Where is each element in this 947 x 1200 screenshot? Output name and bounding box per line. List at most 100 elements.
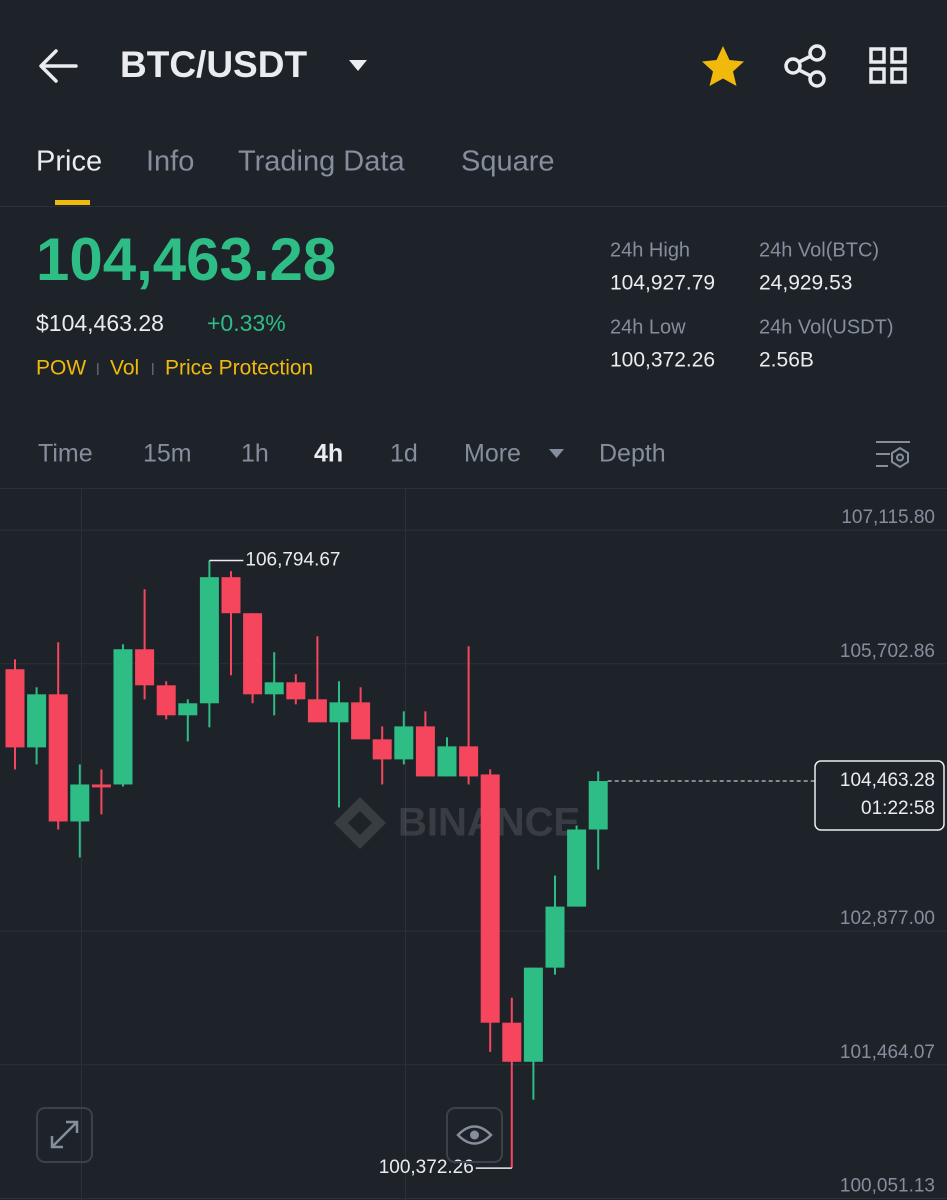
tab-active[interactable]: Price: [36, 146, 102, 178]
y-tick-label: 105,702.86: [840, 641, 935, 662]
last-price: 104,463.28: [36, 226, 336, 293]
layout-button[interactable]: [869, 47, 907, 84]
settings-dot[interactable]: [896, 453, 904, 462]
candle-body: [459, 746, 479, 777]
candle-body: [70, 784, 90, 822]
candle-body: [113, 649, 133, 785]
interval[interactable]: 1h: [241, 440, 269, 468]
candle-body: [545, 906, 565, 968]
candle-body: [48, 694, 68, 822]
candle-body: [243, 613, 263, 695]
share-node[interactable]: [808, 44, 826, 62]
candle-body: [135, 649, 155, 686]
time-grid-line: [405, 489, 406, 1200]
stat-label: 24h High: [610, 239, 690, 261]
stat-value: 104,927.79: [610, 272, 715, 295]
candle-body: [415, 726, 435, 777]
divider: [0, 488, 947, 489]
countdown: 01:22:58: [861, 798, 935, 819]
watermark-logo: [334, 797, 386, 849]
y-tick-label: 100,051.13: [840, 1175, 935, 1196]
candle-body: [91, 784, 111, 788]
grid-cell[interactable]: [890, 47, 907, 64]
grid-cell[interactable]: [869, 67, 886, 84]
divider: [0, 206, 947, 207]
tag[interactable]: POW: [36, 357, 86, 380]
candle-body: [199, 577, 219, 704]
interval[interactable]: 1d: [390, 440, 418, 468]
stat-value: 100,372.26: [610, 349, 715, 372]
interval[interactable]: Depth: [599, 440, 666, 468]
favorite-star[interactable]: [702, 46, 744, 86]
stat-value: 2.56B: [759, 349, 814, 372]
share-button[interactable]: [784, 44, 826, 88]
tag[interactable]: Price Protection: [165, 357, 313, 380]
eye-pupil[interactable]: [470, 1130, 479, 1140]
more-dropdown[interactable]: [549, 449, 564, 458]
button-frame[interactable]: [36, 1107, 93, 1163]
candle-body: [523, 967, 543, 1062]
expand-icon[interactable]: [50, 1120, 79, 1149]
y-tick-label: 101,464.07: [840, 1042, 935, 1063]
candle-body: [286, 682, 306, 700]
candle-body: [480, 774, 500, 1023]
tag-separator: [152, 363, 154, 375]
tab[interactable]: Square: [461, 146, 555, 178]
candle-body: [307, 699, 327, 723]
pair-title[interactable]: BTC/USDT: [120, 44, 307, 85]
candle-body: [588, 781, 608, 830]
tab[interactable]: Info: [146, 146, 194, 178]
interval-active[interactable]: 4h: [314, 440, 343, 468]
candlestick-chart: BINANCE 107,115.80105,702.86102,877.0010…: [0, 489, 947, 1200]
price-change: +0.33%: [207, 310, 286, 336]
stat-label: 24h Vol(BTC): [759, 239, 879, 261]
tab-indicator: [55, 200, 90, 205]
grid-cell[interactable]: [890, 67, 907, 84]
share-node[interactable]: [784, 57, 802, 75]
candle-body: [394, 726, 414, 760]
tag-separator: [97, 363, 99, 375]
interval[interactable]: 15m: [143, 440, 192, 468]
stat-label: 24h Vol(USDT): [759, 316, 894, 338]
pair-dropdown[interactable]: [349, 60, 367, 71]
button-frame[interactable]: [446, 1107, 503, 1163]
candle-body: [502, 1022, 522, 1062]
candle-body: [329, 702, 349, 723]
candle-body: [264, 682, 284, 695]
last-price-label: 104,463.28: [840, 770, 935, 791]
candle-body: [437, 746, 457, 777]
visibility-button[interactable]: [446, 1107, 503, 1163]
annotation-label: 100,372.26: [379, 1157, 474, 1178]
last-price-box: [814, 760, 945, 831]
annotation-label: 106,794.67: [245, 549, 340, 570]
back-arrow[interactable]: [39, 49, 78, 83]
grid-cell[interactable]: [869, 47, 886, 64]
back-button[interactable]: [39, 49, 78, 83]
stat-label: 24h Low: [610, 316, 686, 338]
usd-price: $104,463.28: [36, 310, 164, 336]
share-links[interactable]: [798, 54, 812, 78]
stat-value: 24,929.53: [759, 272, 852, 295]
candle-body: [156, 685, 176, 716]
candle-body: [221, 577, 241, 614]
y-tick-label: 107,115.80: [841, 507, 935, 528]
candle-body: [5, 669, 25, 748]
eye-icon[interactable]: [456, 1125, 493, 1145]
candle-body: [178, 703, 198, 716]
time-grid-line: [81, 489, 82, 1200]
candle-body: [27, 694, 47, 748]
candle-body: [567, 829, 587, 907]
tag[interactable]: Vol: [110, 357, 139, 380]
settings-lines[interactable]: [876, 441, 910, 467]
chart-settings[interactable]: [876, 441, 910, 469]
interval[interactable]: Time: [38, 440, 93, 468]
y-tick-label: 102,877.00: [840, 908, 935, 929]
settings-hex[interactable]: [891, 446, 909, 469]
tab[interactable]: Trading Data: [238, 146, 405, 178]
share-node[interactable]: [808, 70, 826, 88]
interval[interactable]: More: [464, 440, 521, 468]
fullscreen-button[interactable]: [36, 1107, 93, 1163]
